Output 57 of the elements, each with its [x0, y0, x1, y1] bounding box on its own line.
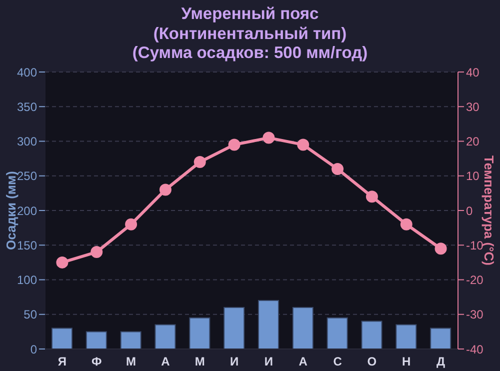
y-tick-label: 50 — [24, 308, 38, 322]
chart-title: Умеренный пояс (Континентальный тип) (Сумма осадков: 500 мм/год) — [131, 4, 369, 64]
y-tick-label: 300 — [16, 134, 38, 149]
bar — [154, 324, 176, 349]
bar — [361, 320, 382, 349]
y2-tick-label: 30 — [466, 100, 480, 114]
x-tick-label: О — [367, 354, 377, 369]
point — [262, 132, 275, 144]
x-tick-label: Я — [58, 354, 67, 369]
y2-tick-label: -10 — [466, 238, 484, 252]
point — [434, 242, 447, 255]
y2-tick-label: -20 — [466, 273, 484, 288]
x-tick-label: М — [126, 354, 136, 369]
y-tick-label: 0 — [30, 342, 38, 356]
point — [400, 218, 412, 230]
bar — [120, 331, 142, 349]
y-tick-label: 200 — [16, 204, 38, 218]
point — [194, 156, 206, 168]
x-tick-label: А — [298, 354, 308, 369]
point — [90, 246, 103, 258]
y-tick-label: 250 — [16, 169, 38, 184]
x-tick-label: М — [194, 354, 205, 369]
point — [332, 162, 344, 175]
x-tick-label: А — [161, 354, 170, 369]
bar — [326, 317, 348, 349]
y-axis-title: Осадки (мм) — [4, 171, 19, 250]
x-tick-label: И — [230, 354, 239, 369]
y2-tick-label: -30 — [466, 308, 484, 322]
bar — [52, 328, 72, 349]
x-tick-label: С — [333, 354, 342, 369]
x-tick-label: Д — [436, 354, 446, 369]
bar — [224, 306, 245, 349]
y-tick-label: 150 — [16, 238, 38, 252]
y2-axis-title: Температура (°C) — [481, 156, 496, 266]
x-tick-label: Н — [402, 354, 411, 369]
y-tick-label: 100 — [16, 273, 38, 288]
point — [366, 190, 378, 203]
x-tick-label: Ф — [92, 354, 102, 369]
y2-tick-label: 20 — [466, 134, 480, 149]
y-tick-label: 350 — [16, 100, 38, 114]
y2-tick-label: 10 — [466, 169, 480, 184]
bar — [396, 324, 417, 349]
bar — [430, 328, 452, 349]
y2-tick-label: 0 — [466, 204, 473, 218]
point — [159, 184, 172, 196]
point — [297, 138, 310, 151]
x-tick-label: И — [264, 354, 274, 369]
point — [228, 138, 240, 151]
bar — [189, 317, 210, 349]
point — [56, 256, 68, 268]
y2-tick-label: 40 — [466, 65, 480, 80]
bar — [258, 300, 279, 349]
bar — [86, 331, 107, 349]
bar — [292, 306, 314, 349]
y2-tick-label: -40 — [466, 342, 484, 356]
point — [125, 218, 138, 230]
y-tick-label: 400 — [16, 65, 38, 80]
